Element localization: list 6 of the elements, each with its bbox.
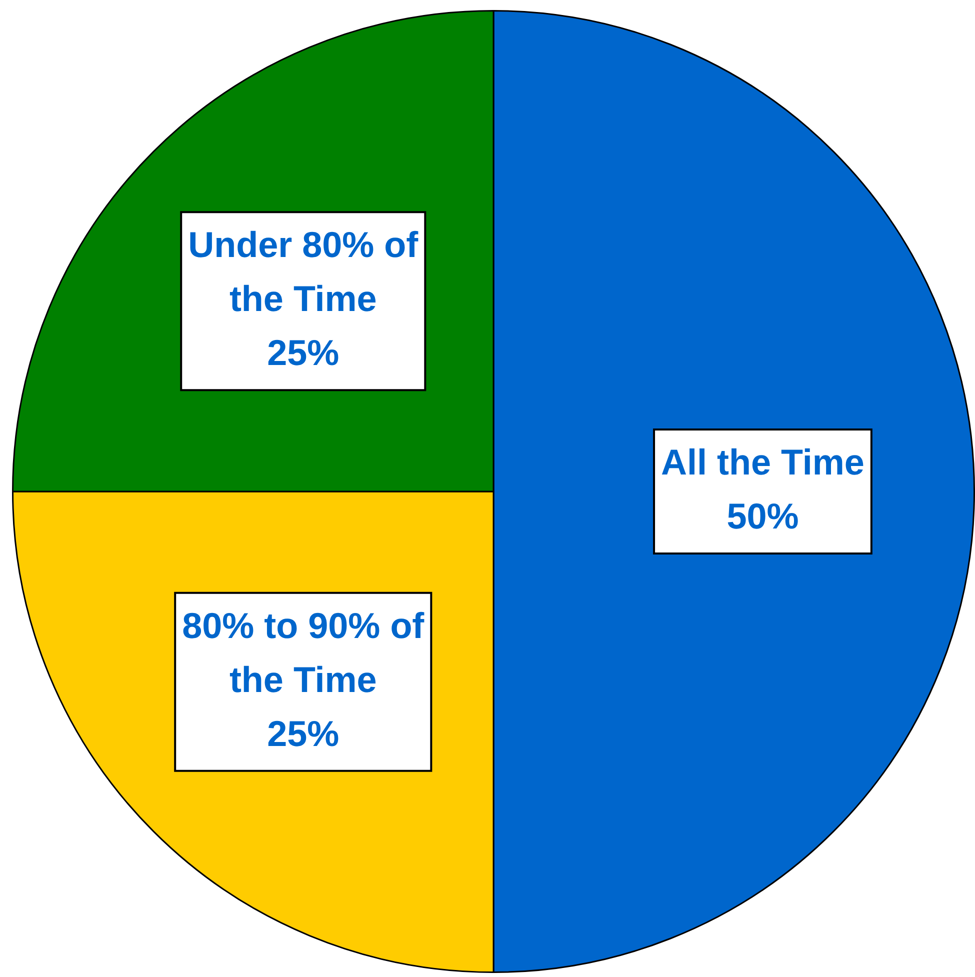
data-label: 25% bbox=[267, 332, 340, 374]
slice-label: All the Time bbox=[661, 441, 864, 482]
data-label: 50% bbox=[726, 495, 799, 536]
data-label: 25% bbox=[267, 712, 340, 754]
slice-label: Under 80% of the Time bbox=[188, 224, 420, 320]
slice-label: 80% to 90% of the Time bbox=[182, 604, 426, 700]
